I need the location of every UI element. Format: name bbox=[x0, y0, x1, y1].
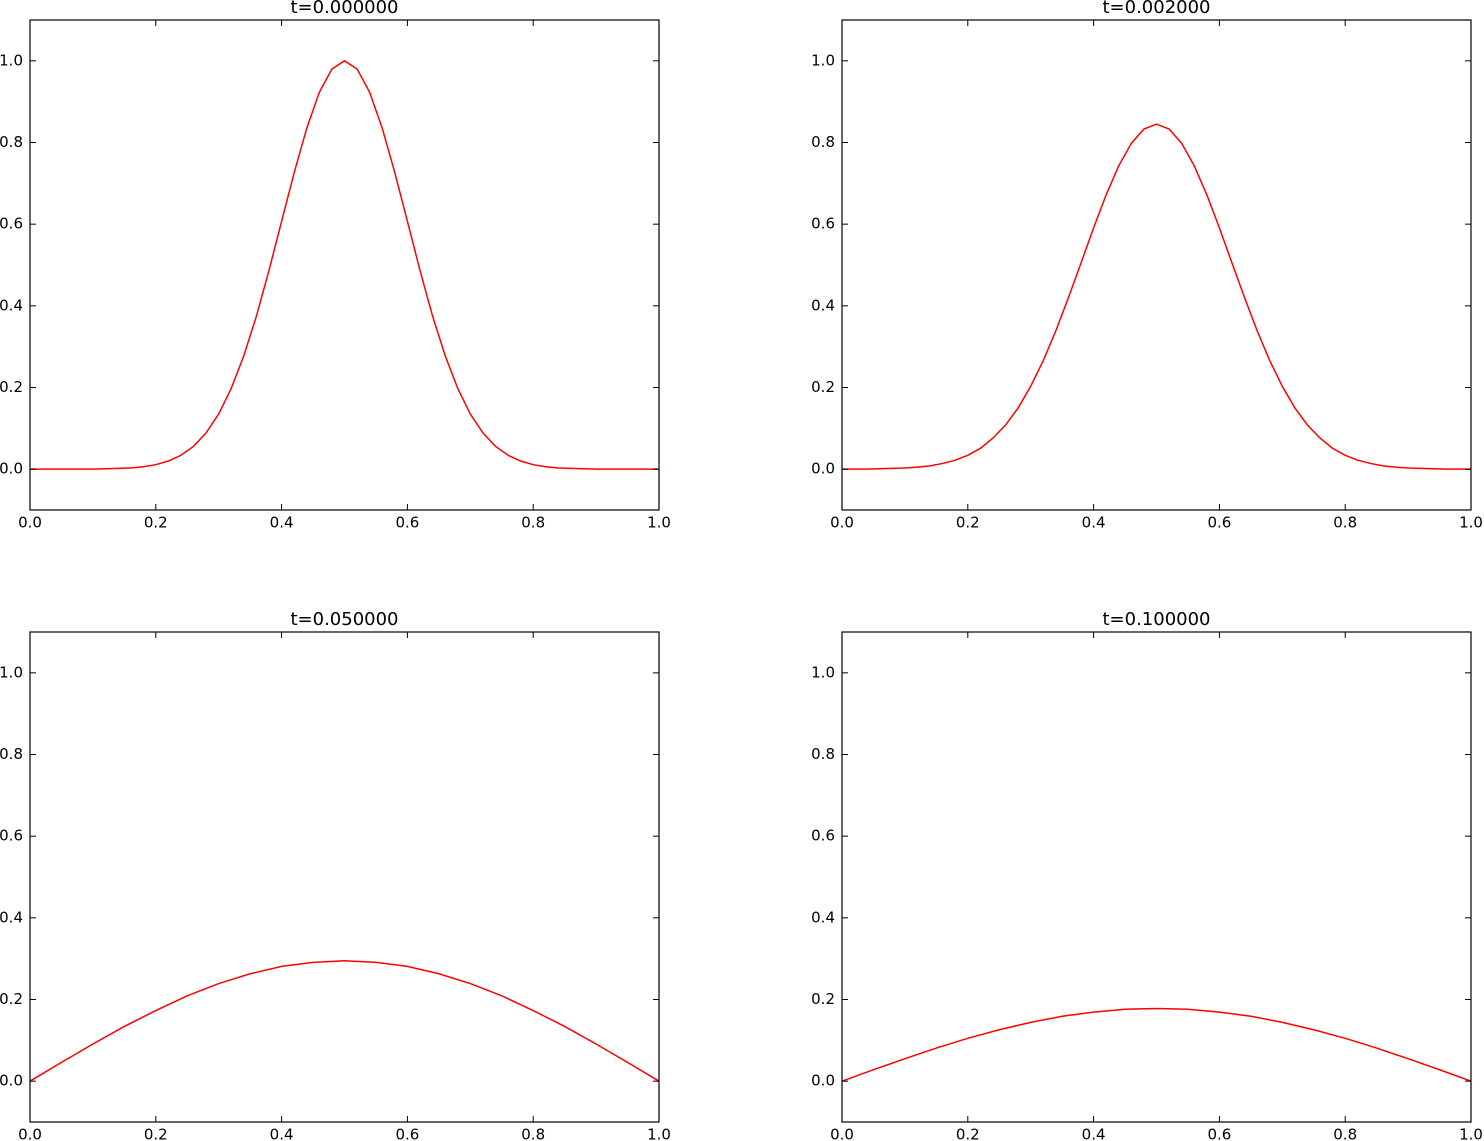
x-tick-label: 0.4 bbox=[270, 1126, 294, 1141]
y-tick-label: 0.8 bbox=[811, 745, 835, 763]
y-tick-label: 0.0 bbox=[811, 1072, 835, 1090]
x-tick-label: 0.8 bbox=[521, 514, 545, 532]
axes-frame bbox=[841, 631, 1472, 1123]
y-tick-label: 0.4 bbox=[811, 296, 835, 314]
y-tick-label: 0.8 bbox=[811, 133, 835, 151]
y-tick-label: 0.0 bbox=[0, 460, 23, 478]
x-tick-label: 1.0 bbox=[647, 514, 671, 532]
y-tick-label: 1.0 bbox=[0, 51, 23, 69]
chart-title: t=0.002000 bbox=[1102, 0, 1210, 18]
x-tick-label: 0.6 bbox=[1207, 1126, 1231, 1141]
axes-frame bbox=[29, 631, 660, 1123]
y-tick-label: 0.8 bbox=[0, 745, 23, 763]
data-line bbox=[842, 123, 1471, 470]
x-tick-label: 0.0 bbox=[830, 514, 854, 532]
y-tick-label: 0.4 bbox=[0, 296, 23, 314]
x-tick-label: 0.4 bbox=[1082, 1126, 1106, 1141]
y-tick-label: 0.2 bbox=[0, 378, 23, 396]
y-tick-label: 1.0 bbox=[0, 663, 23, 681]
chart-title: t=0.100000 bbox=[1102, 609, 1210, 630]
x-tick-label: 0.0 bbox=[18, 514, 42, 532]
x-tick-label: 0.2 bbox=[144, 1126, 168, 1141]
x-tick-label: 0.8 bbox=[1333, 514, 1357, 532]
axes-frame bbox=[841, 19, 1472, 511]
y-tick-label: 0.0 bbox=[0, 1072, 23, 1090]
x-tick-label: 0.4 bbox=[270, 514, 294, 532]
x-tick-label: 0.8 bbox=[1333, 1126, 1357, 1141]
x-tick-label: 0.6 bbox=[1207, 514, 1231, 532]
x-tick-label: 0.2 bbox=[144, 514, 168, 532]
data-line bbox=[30, 59, 659, 470]
x-tick-label: 0.2 bbox=[956, 514, 980, 532]
y-tick-label: 0.2 bbox=[0, 990, 23, 1008]
x-tick-label: 0.8 bbox=[521, 1126, 545, 1141]
y-tick-label: 0.0 bbox=[811, 460, 835, 478]
x-tick-label: 0.2 bbox=[956, 1126, 980, 1141]
data-line bbox=[842, 1007, 1471, 1082]
x-tick-label: 0.6 bbox=[395, 1126, 419, 1141]
chart-title: t=0.050000 bbox=[290, 609, 398, 630]
y-tick-label: 0.4 bbox=[0, 908, 23, 926]
y-tick-label: 1.0 bbox=[811, 663, 835, 681]
x-tick-label: 1.0 bbox=[647, 1126, 671, 1141]
y-tick-label: 0.8 bbox=[0, 133, 23, 151]
y-tick-label: 1.0 bbox=[811, 51, 835, 69]
x-tick-label: 1.0 bbox=[1459, 1126, 1483, 1141]
axes-frame bbox=[29, 19, 660, 511]
x-tick-label: 0.0 bbox=[830, 1126, 854, 1141]
x-tick-label: 0.4 bbox=[1082, 514, 1106, 532]
y-tick-label: 0.2 bbox=[811, 990, 835, 1008]
data-line bbox=[30, 959, 659, 1082]
x-tick-label: 0.6 bbox=[395, 514, 419, 532]
x-tick-label: 1.0 bbox=[1459, 514, 1483, 532]
y-tick-label: 0.4 bbox=[811, 908, 835, 926]
y-tick-label: 0.6 bbox=[0, 215, 23, 233]
y-tick-label: 0.2 bbox=[811, 378, 835, 396]
y-tick-label: 0.6 bbox=[811, 215, 835, 233]
y-tick-label: 0.6 bbox=[811, 827, 835, 845]
chart-title: t=0.000000 bbox=[290, 0, 398, 18]
x-tick-label: 0.0 bbox=[18, 1126, 42, 1141]
y-tick-label: 0.6 bbox=[0, 827, 23, 845]
